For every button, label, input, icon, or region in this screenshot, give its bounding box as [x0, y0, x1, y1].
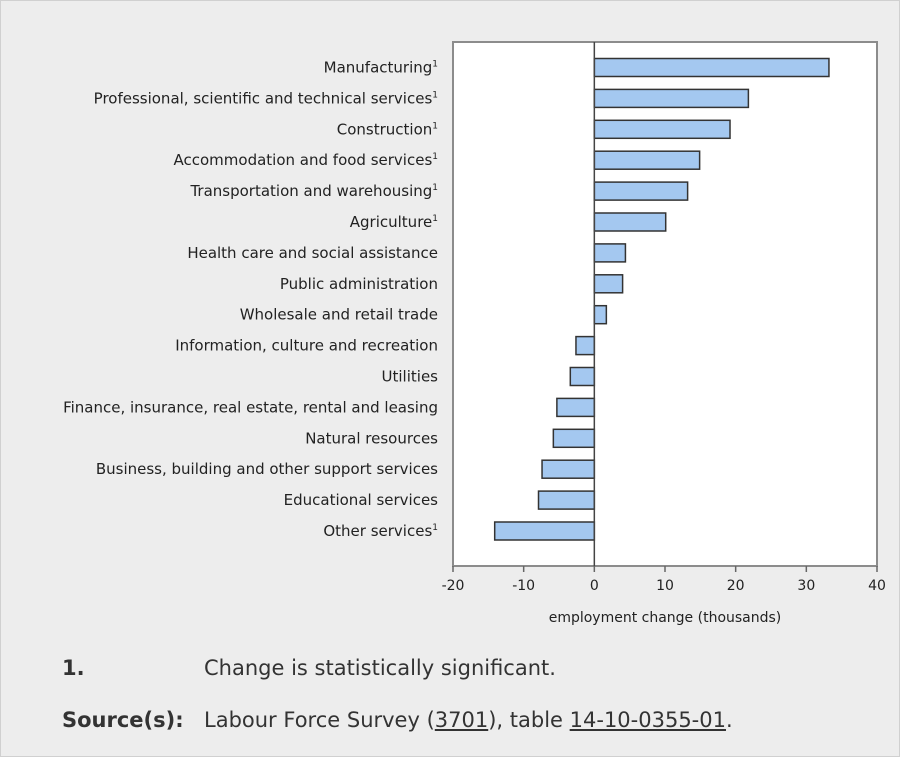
x-tick-label: 0 — [590, 578, 599, 594]
bar — [593, 212, 667, 232]
bar — [537, 490, 596, 510]
category-label: Natural resources — [305, 429, 438, 447]
category-label: Public administration — [280, 275, 438, 293]
source-text: Labour Force Survey (3701), table 14-10-… — [204, 708, 733, 732]
x-tick-label: 10 — [656, 578, 674, 594]
source-middle: ), table — [488, 708, 570, 732]
category-label: Construction1 — [337, 120, 438, 138]
bar — [556, 397, 596, 418]
x-tick-label: -20 — [442, 578, 465, 594]
footnote-text: Change is statistically significant. — [204, 656, 556, 680]
category-label: Transportation and warehousing1 — [189, 182, 438, 200]
bar — [493, 521, 596, 541]
category-label: Professional, scientific and technical s… — [94, 89, 438, 107]
x-axis-title: employment change (thousands) — [549, 610, 782, 626]
table-link[interactable]: 14-10-0355-01 — [569, 708, 726, 732]
bar — [593, 274, 624, 294]
bar — [593, 88, 750, 109]
bar — [593, 119, 731, 140]
category-label: Business, building and other support ser… — [96, 460, 438, 478]
bar — [569, 366, 596, 387]
category-label: Educational services — [284, 491, 439, 509]
category-label: Agriculture1 — [350, 213, 438, 231]
bar — [593, 57, 830, 78]
source-key: Source(s): — [62, 708, 184, 732]
bar — [593, 181, 689, 201]
x-tick-label: -10 — [512, 578, 535, 594]
category-label: Wholesale and retail trade — [240, 306, 438, 324]
bar — [552, 428, 596, 449]
employment-change-chart: Manufacturing1 Professional, scientific a… — [63, 41, 886, 626]
category-label: Utilities — [382, 368, 439, 386]
category-label: Accommodation and food services1 — [174, 151, 438, 169]
bar — [593, 150, 701, 170]
x-tick-label: 30 — [797, 578, 815, 594]
x-tick-label: 20 — [727, 578, 745, 594]
x-tick-label: 40 — [868, 578, 886, 594]
bar — [593, 243, 627, 263]
survey-link[interactable]: 3701 — [434, 708, 489, 732]
bar — [575, 335, 596, 356]
category-label: Other services1 — [323, 522, 438, 540]
category-label: Finance, insurance, real estate, rental … — [63, 398, 438, 416]
source-prefix: Labour Force Survey ( — [204, 708, 435, 732]
footnote-key: 1. — [62, 656, 85, 680]
category-label: Manufacturing1 — [324, 59, 438, 77]
source-suffix: . — [725, 708, 733, 732]
category-label: Health care and social assistance — [187, 244, 438, 262]
category-label: Information, culture and recreation — [175, 337, 438, 355]
bar — [593, 304, 608, 325]
bar — [541, 459, 596, 479]
